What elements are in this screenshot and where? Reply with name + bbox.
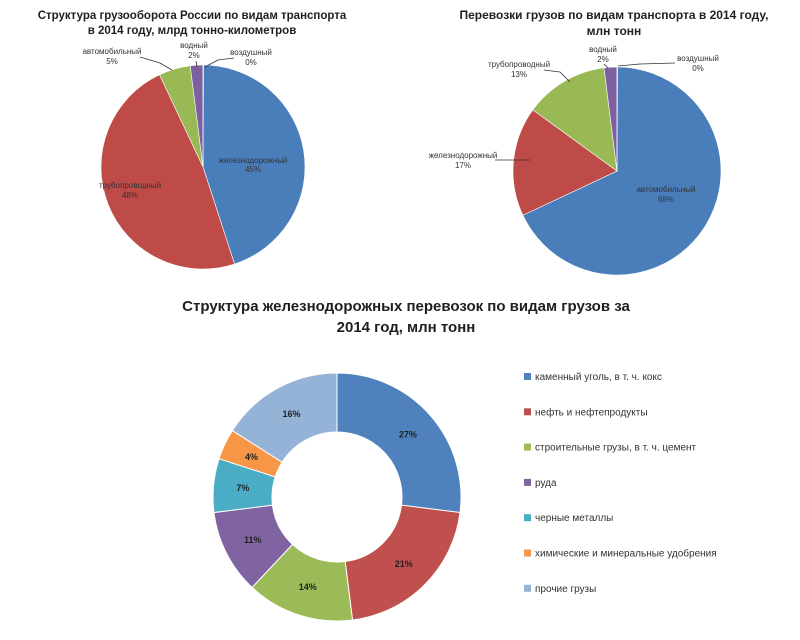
chart2-label-pipeline-value: 13% <box>511 70 527 79</box>
chart2-label-railway-name: железнодорожный <box>429 151 498 160</box>
chart3-legend-swatch-4 <box>524 514 531 522</box>
chart1-label-auto-value: 5% <box>106 57 118 66</box>
chart1-label-pipeline-value: 48% <box>122 191 138 200</box>
chart2-title-line2: млн тонн <box>587 24 642 38</box>
chart1-leader-water <box>195 60 198 68</box>
chart3-legend-label-6: прочие грузы <box>535 584 596 595</box>
chart3-legend-label-2: строительные грузы, в т. ч. цемент <box>535 443 697 454</box>
chart2-slices <box>512 66 722 276</box>
chart3-legend-label-4: черные металлы <box>535 513 613 524</box>
chart2-leader-air <box>617 62 676 67</box>
chart3-legend-swatch-6 <box>524 584 531 592</box>
chart1-label-water-name: водный <box>180 41 208 50</box>
chart3-legend-label-1: нефть и нефтепродукты <box>535 406 648 418</box>
chart1-label-water-value: 2% <box>188 51 200 60</box>
chart1-label-pipeline-name: трубопроводный <box>99 181 161 190</box>
rail-cargo-donut-chart: Структура железнодорожных перевозок по в… <box>182 298 717 622</box>
chart1-label-air-name: воздушный <box>230 48 272 57</box>
chart1-slice-0 <box>202 64 306 265</box>
chart1-label-auto-name: автомобильный <box>82 47 141 56</box>
freight-transport-pie-chart: Перевозки грузов по видам транспорта в 2… <box>429 8 769 276</box>
chart3-legend: каменный уголь, в т. ч. кокс нефть и нефт… <box>524 372 717 595</box>
chart3-legend-swatch-3 <box>524 478 531 486</box>
chart3-data-label-2: 14% <box>299 582 317 592</box>
chart3-title-line2: 2014 год, млн тонн <box>337 319 476 336</box>
chart2-label-water-name: водный <box>589 45 617 54</box>
chart3-legend-label-3: руда <box>535 478 557 489</box>
chart3-legend-label-5: химические и минеральные удобрения <box>535 548 717 560</box>
chart3-data-labels: 27% 21% 14% 11% 7% 4% 16% <box>236 409 417 592</box>
freight-turnover-pie-chart: Структура грузооборота России по видам т… <box>38 10 347 270</box>
chart2-label-water-value: 2% <box>597 55 609 64</box>
chart2-leader-water <box>603 63 609 69</box>
chart1-slice-4 <box>202 64 204 168</box>
chart3-slice-0 <box>336 372 462 514</box>
chart3-data-label-6: 16% <box>282 409 300 419</box>
chart1-slices <box>100 64 306 270</box>
chart3-slice-6 <box>231 372 338 463</box>
chart1-leader-auto <box>139 56 173 71</box>
chart2-label-pipeline-name: трубопроводный <box>488 60 550 69</box>
chart1-label-air-value: 0% <box>245 58 257 67</box>
chart2-title-line1: Перевозки грузов по видам транспорта в 2… <box>460 8 769 22</box>
chart3-slice-1 <box>344 504 461 621</box>
chart2-slice-0 <box>522 66 722 276</box>
chart2-label-auto-name: автомобильный <box>636 185 695 194</box>
chart3-legend-swatch-5 <box>524 549 531 557</box>
chart2-slice-2 <box>532 67 618 172</box>
chart3-data-label-3: 11% <box>244 535 262 545</box>
chart2-slice-1 <box>512 109 618 216</box>
chart1-title-line2: в 2014 году, млрд тонно-километров <box>88 25 297 37</box>
chart3-legend-swatch-0 <box>524 373 531 380</box>
chart1-leader-air <box>204 57 235 68</box>
chart2-label-railway-value: 17% <box>455 161 471 170</box>
chart3-data-label-4: 7% <box>236 483 249 493</box>
chart1-label-railway-name: железнодорожный <box>219 156 288 165</box>
chart1-label-railway-value: 45% <box>245 165 261 174</box>
chart3-data-label-5: 4% <box>245 452 258 462</box>
chart1-title-line1: Структура грузооборота России по видам т… <box>38 10 347 22</box>
chart3-title-line1: Структура железнодорожных перевозок по в… <box>182 298 630 315</box>
chart3-data-label-0: 27% <box>399 430 417 440</box>
chart2-leader-pipeline <box>543 69 571 83</box>
chart3-legend-swatch-1 <box>524 408 531 416</box>
chart2-label-air-value: 0% <box>692 64 704 73</box>
chart2-slice-4 <box>616 66 618 172</box>
chart3-slices <box>212 372 462 622</box>
chart2-label-auto-value: 68% <box>658 195 674 204</box>
chart3-data-label-1: 21% <box>395 559 413 569</box>
chart1-slice-1 <box>100 74 235 270</box>
chart2-label-air-name: воздушный <box>677 54 719 63</box>
chart3-legend-label-0: каменный уголь, в т. ч. кокс <box>535 372 662 383</box>
chart3-legend-swatch-2 <box>524 443 531 451</box>
